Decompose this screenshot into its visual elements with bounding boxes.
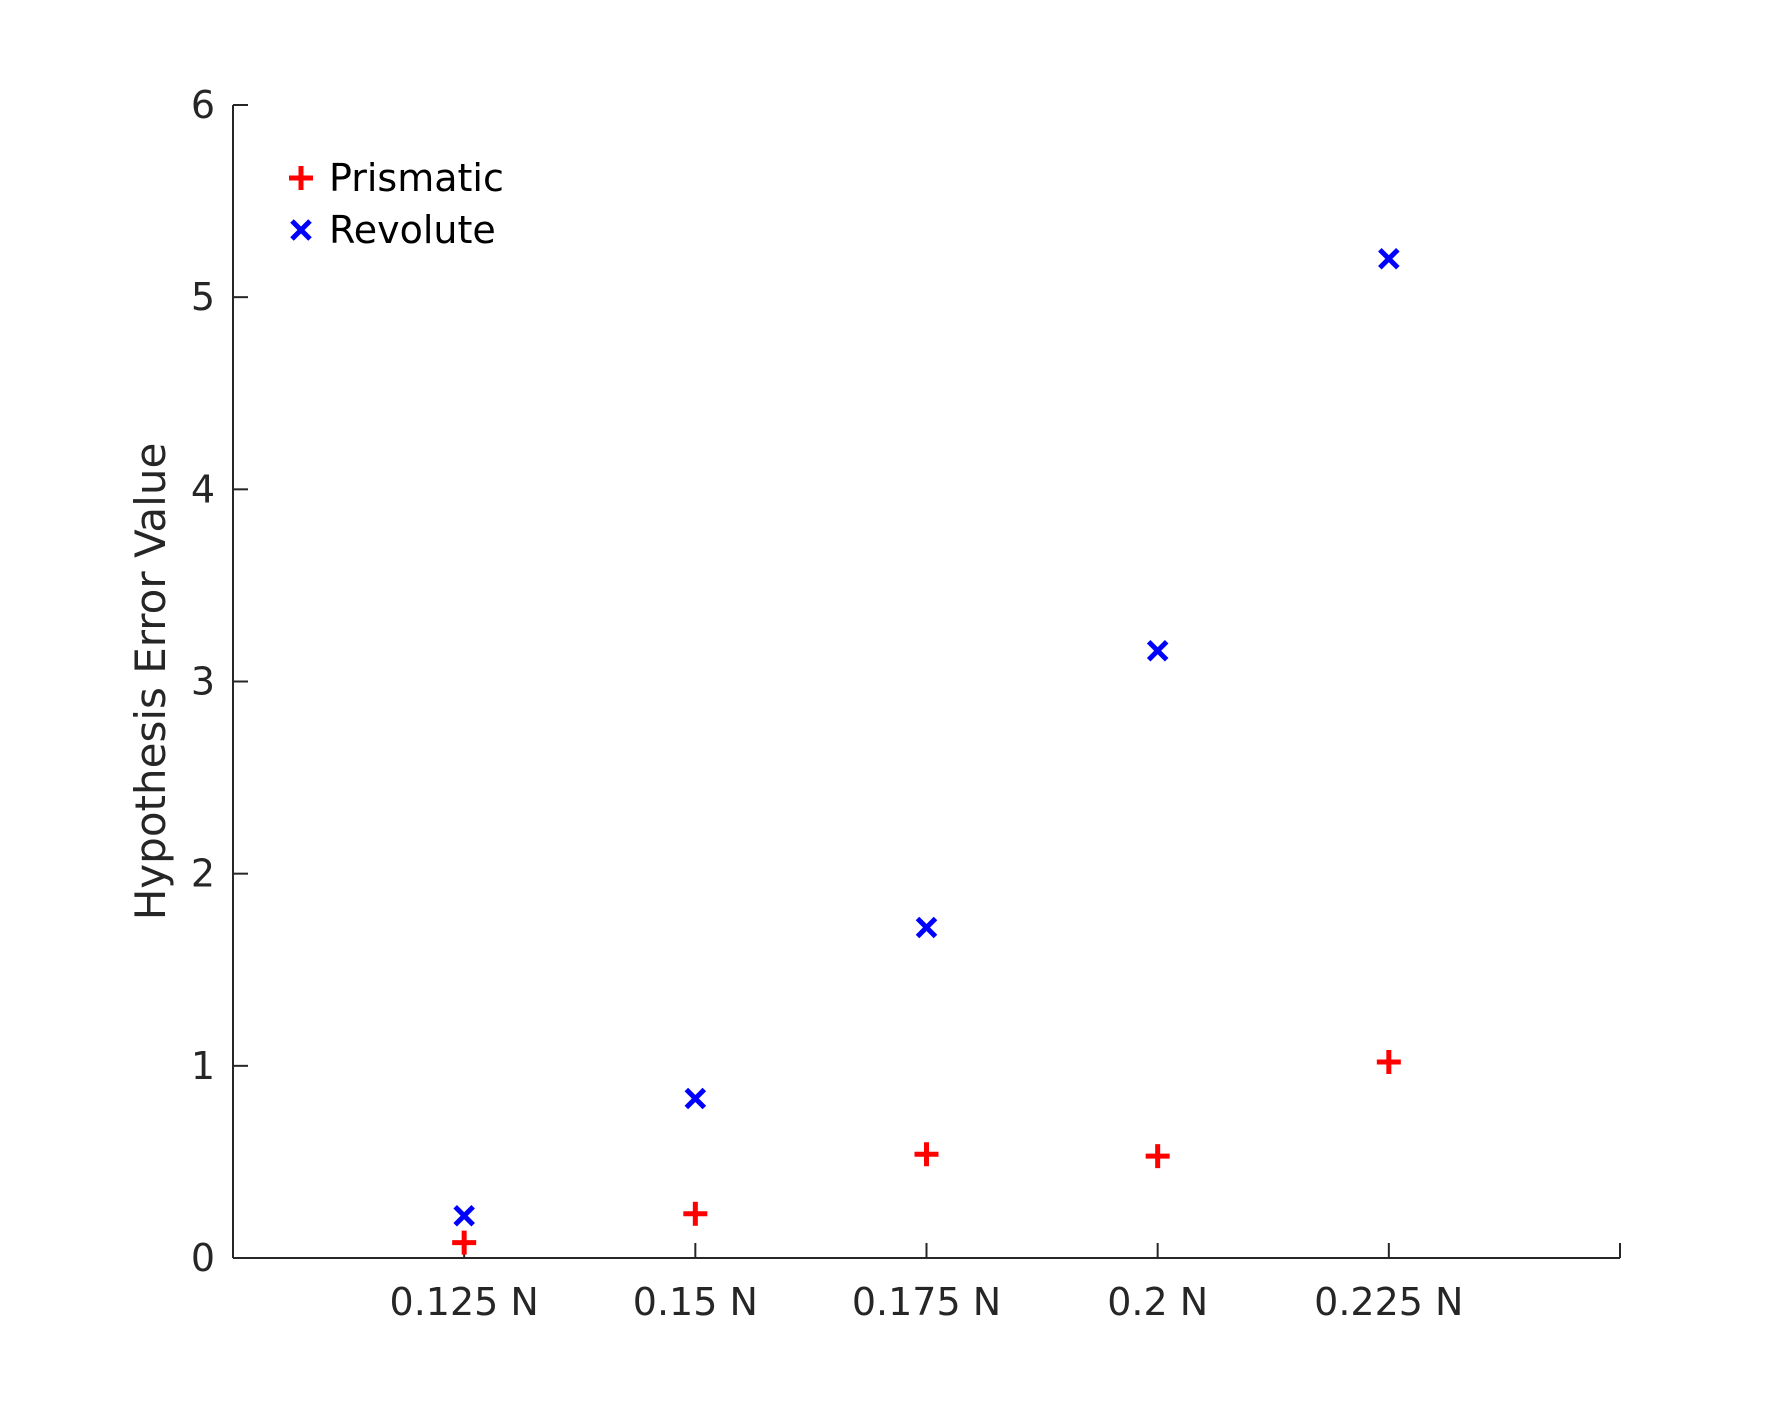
y-tick-label: 5 (191, 275, 215, 319)
y-axis-label: Hypothesis Error Value (126, 443, 175, 921)
cross-marker-b (684, 1087, 707, 1110)
y-tick-label: 3 (191, 660, 215, 704)
x-tick-label: 0.15 N (633, 1280, 758, 1324)
ticks: 0 1 2 3 4 5 6 0.125 N 0.15 N 0.175 N 0.2 N 0.225 N (191, 83, 1464, 1324)
y-tick-label: 0 (191, 1236, 215, 1280)
prismatic-point (683, 1201, 708, 1226)
revolute-point (915, 916, 938, 939)
legend-marker-revolute (290, 219, 312, 241)
cross-marker-b (290, 219, 312, 241)
prismatic-point (914, 1142, 939, 1167)
revolute-point (453, 1204, 475, 1227)
cross-marker-b (1378, 247, 1400, 270)
y-tick-label: 2 (191, 852, 215, 896)
data-points (452, 247, 1401, 1255)
prismatic-point (1145, 1144, 1170, 1169)
cross-marker-b (915, 916, 938, 939)
revolute-point (1378, 247, 1400, 270)
prismatic-point (1376, 1049, 1401, 1074)
prismatic-point (452, 1230, 477, 1255)
revolute-point (1146, 639, 1169, 662)
x-tick-label: 0.125 N (390, 1280, 539, 1324)
axes (232, 105, 1621, 1259)
x-tick-label: 0.175 N (852, 1280, 1001, 1324)
legend-label-revolute: Revolute (329, 208, 496, 252)
revolute-point (684, 1087, 707, 1110)
cross-marker-b (453, 1204, 475, 1227)
x-tick-label: 0.2 N (1107, 1280, 1208, 1324)
legend-label-prismatic: Prismatic (329, 156, 504, 200)
legend-marker-prismatic (289, 166, 313, 190)
cross-marker-b (1146, 639, 1169, 662)
y-tick-label: 1 (191, 1044, 215, 1088)
y-tick-label: 4 (191, 467, 215, 511)
y-tick-label: 6 (191, 83, 215, 127)
x-tick-label: 0.225 N (1314, 1280, 1463, 1324)
legend: Prismatic Revolute (289, 156, 504, 252)
